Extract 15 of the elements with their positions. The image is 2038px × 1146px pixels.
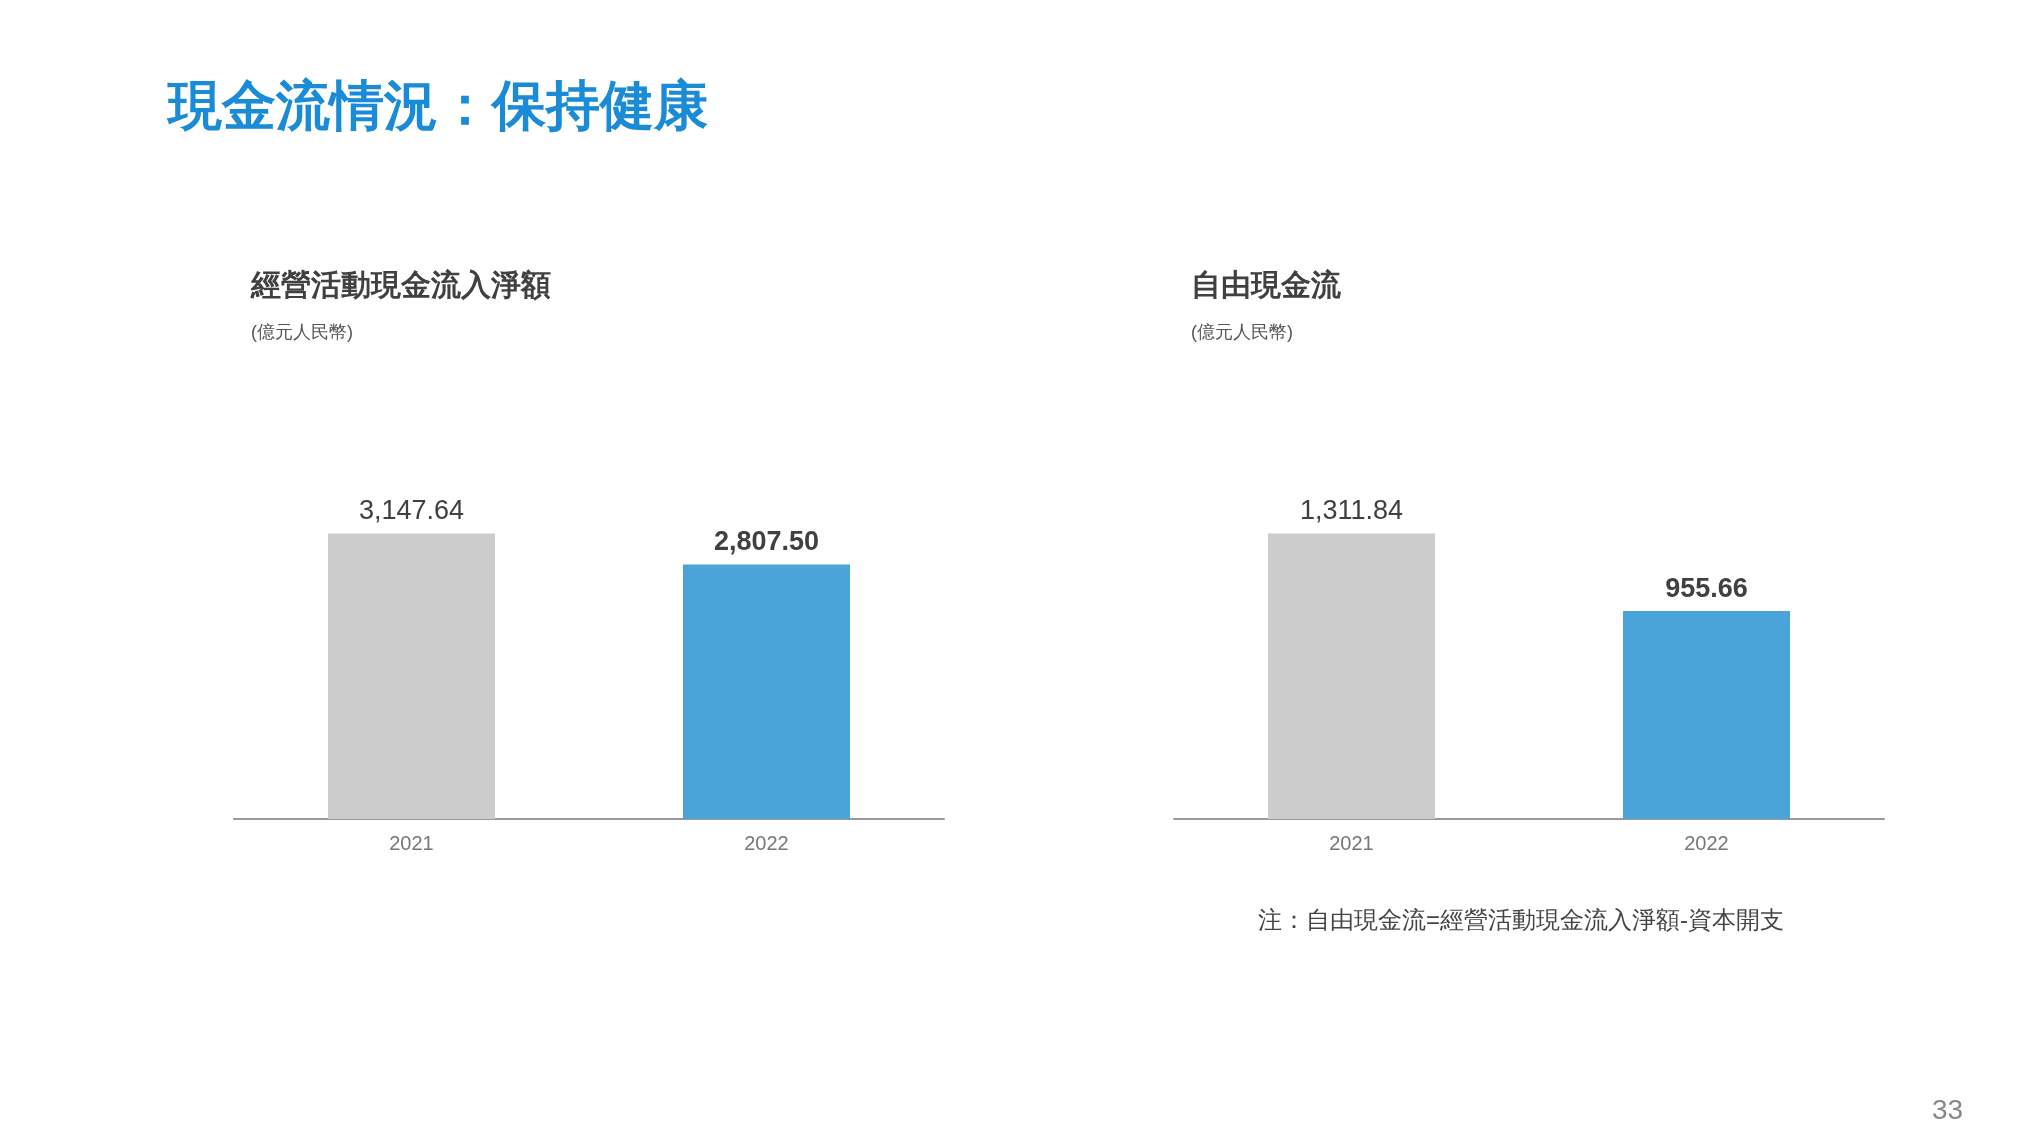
x-tick-label: 2021 — [1329, 832, 1374, 854]
data-label: 2,807.50 — [713, 525, 820, 556]
text: 現金流情況：保持健康 — [168, 74, 708, 137]
x-tick-label: 2022 — [744, 832, 789, 854]
x-tick-label: 2022 — [1684, 832, 1729, 854]
data-label: 1,311.84 — [1299, 495, 1404, 526]
chart-subtitle: (億元人民幣) — [251, 322, 353, 342]
x-tick-label: 2021 — [389, 832, 434, 854]
chart-title: 自由現金流 — [1191, 267, 1342, 301]
data-label: 3,147.64 — [358, 495, 465, 526]
chart-title: 經營活動現金流入淨額 — [250, 267, 551, 301]
text: 注：自由現金流=經營活動現金流入淨額-資本開支 — [1258, 905, 1785, 935]
data-label: 955.66 — [1665, 572, 1748, 603]
chart-subtitle: (億元人民幣) — [1191, 322, 1293, 342]
text: 33 — [1932, 1094, 1964, 1126]
